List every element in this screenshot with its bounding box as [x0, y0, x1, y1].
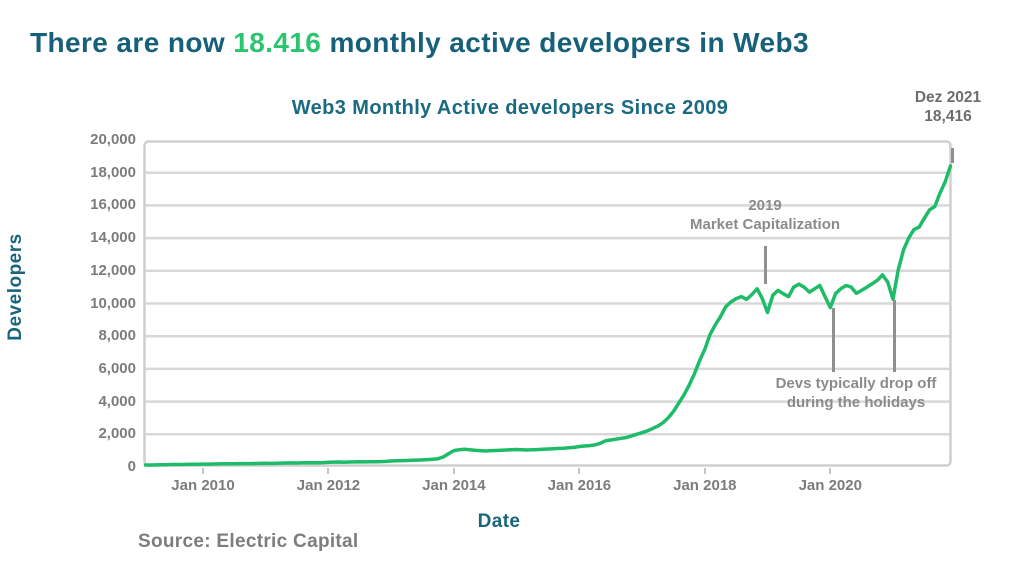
y-tick-label: 4,000: [98, 392, 136, 410]
x-tick-label: Jan 2020: [798, 477, 862, 494]
x-tick-mark: [327, 468, 330, 474]
y-tick-label: 14,000: [90, 229, 136, 247]
y-axis-title: Developers: [5, 233, 26, 341]
x-tick-label: Jan 2014: [422, 477, 486, 494]
y-tick-label: 10,000: [90, 294, 136, 312]
plot-area: [143, 140, 953, 467]
annotation-holidays-line1: Devs typically drop off: [775, 375, 937, 392]
y-tick-label: 2,000: [98, 425, 136, 443]
page-title: There are now 18.416 monthly active deve…: [30, 27, 809, 59]
annotation-latest-count: 18,416: [924, 108, 972, 125]
y-tick-label: 12,000: [90, 261, 136, 279]
x-tick-mark: [703, 468, 706, 474]
x-tick-label: Jan 2018: [673, 477, 737, 494]
page-title-suffix: monthly active developers in Web3: [321, 27, 809, 58]
annotation-latest-date: Dez 2021: [914, 89, 982, 106]
annotation-market-cap-line2: Market Capitalization: [689, 216, 841, 233]
chart-title: Web3 Monthly Active developers Since 200…: [291, 97, 729, 119]
x-tick-mark: [829, 468, 832, 474]
x-tick-mark: [578, 468, 581, 474]
x-axis-title: Date: [477, 511, 521, 532]
y-tick-label: 0: [127, 458, 136, 475]
source-note: Source: Electric Capital: [138, 531, 359, 552]
y-tick-label: 8,000: [98, 327, 136, 345]
x-tick-label: Jan 2010: [171, 477, 235, 494]
leader-line-latest: [951, 148, 954, 163]
x-tick-label: Jan 2012: [296, 477, 361, 494]
x-tick-mark: [452, 468, 455, 474]
annotation-holidays-line2: during the holidays: [786, 394, 926, 411]
page-title-prefix: There are now: [30, 27, 234, 58]
leader-line-holiday-2020: [832, 308, 835, 372]
leader-line-holiday-2021: [893, 300, 896, 372]
x-tick-label: Jan 2016: [547, 477, 612, 494]
y-tick-label: 6,000: [98, 359, 136, 377]
annotation-market-cap-line1: 2019: [748, 197, 782, 214]
page-title-highlight-count: 18.416: [233, 27, 322, 58]
plot-border: [143, 140, 952, 467]
annotation-market-cap: 2019 Market Capitalization: [690, 196, 840, 234]
y-tick-label: 18,000: [90, 163, 136, 181]
y-tick-label: 20,000: [90, 131, 136, 148]
chart-svg: [143, 140, 953, 467]
leader-line-market-cap: [764, 246, 767, 284]
y-tick-label: 16,000: [90, 196, 136, 214]
annotation-holidays: Devs typically drop off during the holid…: [776, 374, 937, 412]
annotation-latest-value: Dez 2021 18,416: [915, 88, 981, 126]
x-tick-mark: [202, 468, 204, 474]
series-line: [143, 164, 953, 467]
